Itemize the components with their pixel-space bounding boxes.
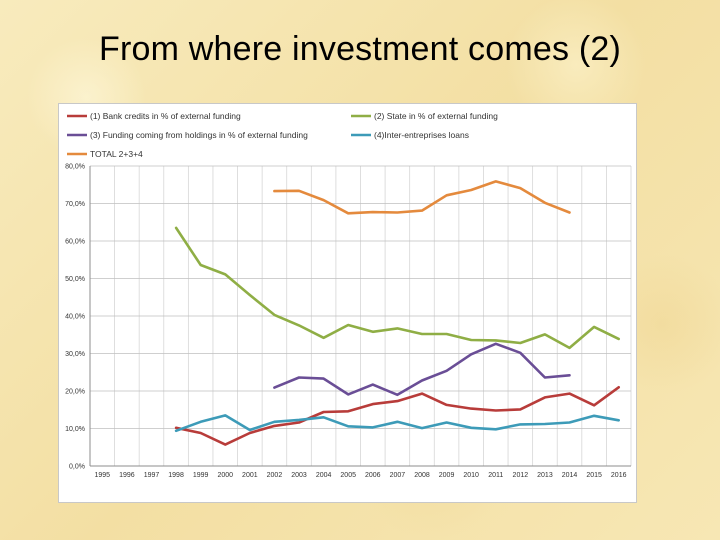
- x-tick-label: 2007: [390, 472, 406, 479]
- x-tick-label: 2004: [316, 472, 332, 479]
- x-tick-label: 2002: [267, 472, 283, 479]
- legend-label-2: (2) State in % of external funding: [374, 111, 498, 121]
- line-chart: (1) Bank credits in % of external fundin…: [58, 103, 637, 503]
- y-tick-label: 30,0%: [65, 351, 85, 358]
- x-tick-label: 1999: [193, 472, 209, 479]
- y-tick-label: 20,0%: [65, 389, 85, 396]
- x-tick-label: 2003: [291, 472, 307, 479]
- y-tick-label: 60,0%: [65, 239, 85, 246]
- x-tick-label: 2012: [513, 472, 529, 479]
- chart-axes: 0,0% 10,0% 20,0% 30,0% 40,0% 50,0% 60,0% 70,0% 8…: [65, 164, 626, 480]
- series-line-3: [273, 342, 571, 397]
- x-tick-label: 1996: [119, 472, 135, 479]
- chart-series: [174, 180, 621, 446]
- x-tick-label: 2013: [537, 472, 553, 479]
- x-tick-label: 2006: [365, 472, 381, 479]
- legend-label-4: (4)Inter-entreprises loans: [374, 130, 469, 140]
- x-tick-label: 1995: [95, 472, 111, 479]
- y-tick-label: 50,0%: [65, 276, 85, 283]
- x-tick-label: 2011: [488, 472, 503, 479]
- legend-label-5: TOTAL 2+3+4: [90, 149, 143, 159]
- x-tick-label: 2001: [242, 472, 258, 479]
- x-tick-label: 2010: [463, 472, 479, 479]
- chart-svg: (1) Bank credits in % of external fundin…: [65, 111, 632, 480]
- x-tick-label: 2009: [439, 472, 455, 479]
- x-tick-label: 2008: [414, 472, 430, 479]
- x-tick-label: 2016: [611, 472, 627, 479]
- y-tick-label: 0,0%: [69, 464, 85, 471]
- y-tick-label: 80,0%: [65, 164, 85, 171]
- y-tick-label: 10,0%: [65, 426, 85, 433]
- series-line-1: [174, 385, 621, 446]
- slide-title: From where investment comes (2): [98, 30, 621, 68]
- series-line-2: [174, 226, 621, 350]
- series-line-5: [273, 180, 571, 215]
- legend-label-1: (1) Bank credits in % of external fundin…: [90, 111, 241, 121]
- y-tick-label: 70,0%: [65, 201, 85, 208]
- x-tick-label: 2015: [586, 472, 602, 479]
- x-tick-label: 2005: [340, 472, 356, 479]
- legend-label-3: (3) Funding coming from holdings in % of…: [90, 130, 308, 140]
- chart-gridlines: [89, 165, 632, 467]
- y-tick-label: 40,0%: [65, 314, 85, 321]
- chart-legend: (1) Bank credits in % of external fundin…: [67, 111, 498, 159]
- x-tick-label: 2000: [217, 472, 233, 479]
- x-tick-label: 2014: [562, 472, 578, 479]
- x-tick-label: 1997: [144, 472, 160, 479]
- series-line-4: [174, 414, 621, 433]
- x-tick-label: 1998: [168, 472, 184, 479]
